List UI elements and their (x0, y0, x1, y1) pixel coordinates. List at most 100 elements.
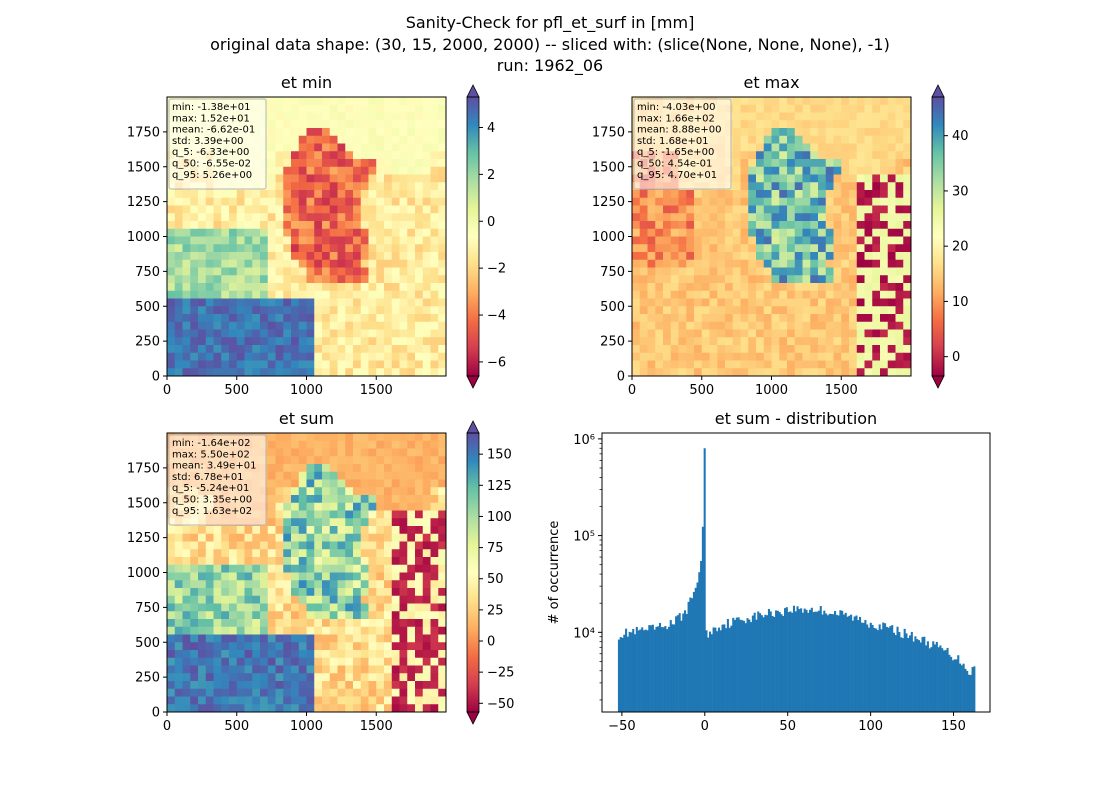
heatmap-cell (415, 360, 424, 369)
heatmap-cell (740, 135, 749, 144)
heatmap-cell (298, 433, 307, 442)
heatmap-cell (267, 564, 276, 573)
heatmap-cell (167, 321, 176, 330)
histogram-bar (810, 607, 813, 712)
heatmap-cell (872, 197, 881, 206)
heatmap-cell (732, 236, 741, 245)
heatmap-cell (678, 283, 687, 292)
heatmap-cell (360, 283, 369, 292)
heatmap-cell (422, 345, 431, 354)
histogram-bar (689, 597, 692, 712)
heatmap-cell (275, 564, 284, 573)
heatmap-cell (267, 518, 276, 527)
heatmap-cell (399, 298, 408, 307)
heatmap-cell (353, 526, 362, 535)
heatmap-cell (391, 128, 400, 137)
heatmap-cell (345, 205, 354, 214)
heatmap-cell (748, 128, 757, 137)
heatmap-cell (182, 267, 191, 276)
heatmap-cell (353, 510, 362, 519)
heatmap-cell (841, 151, 850, 160)
heatmap-cell (422, 337, 431, 346)
histogram-bar (951, 660, 954, 712)
heatmap-cell (818, 252, 827, 261)
colorbar-frame (466, 432, 480, 713)
heatmap-cell (756, 120, 765, 129)
heatmap-cell (880, 267, 889, 276)
heatmap-cell (663, 329, 672, 338)
heatmap-cell (353, 345, 362, 354)
y-tick-label: 10⁶ (573, 433, 595, 448)
heatmap-cell (267, 321, 276, 330)
heatmap-cell (686, 275, 695, 284)
heatmap-cell (895, 275, 904, 284)
y-tick-label: 1500 (592, 160, 625, 175)
heatmap-cell (384, 487, 393, 496)
heatmap-cell (322, 464, 331, 473)
heatmap-cell (298, 696, 307, 705)
heatmap-cell (221, 588, 230, 597)
heatmap-cell (368, 112, 377, 121)
heatmap-cell (244, 580, 253, 589)
heatmap-cell (655, 298, 664, 307)
heatmap-cell (763, 135, 772, 144)
heatmap-cell (229, 190, 238, 199)
heatmap-cell (725, 306, 734, 315)
heatmap-cell (221, 557, 230, 566)
heatmap-cell (849, 221, 858, 230)
heatmap-cell (864, 306, 873, 315)
heatmap-cell (306, 495, 315, 504)
heatmap-cell (298, 541, 307, 550)
heatmap-cell (236, 681, 245, 690)
heatmap-cell (825, 197, 834, 206)
heatmap-cell (407, 657, 416, 666)
heatmap-cell (887, 190, 896, 199)
histogram-bar (955, 659, 958, 712)
heatmap-cell (438, 112, 447, 121)
heatmap-cell (244, 681, 253, 690)
heatmap-cell (422, 448, 431, 457)
heatmap-cell (430, 213, 439, 222)
heatmap-cell (267, 595, 276, 604)
heatmap-cell (213, 541, 222, 550)
heatmap-cell (190, 267, 199, 276)
heatmap-cell (337, 440, 346, 449)
heatmap-cell (174, 588, 183, 597)
heatmap-cell (314, 352, 323, 361)
heatmap-cell (229, 626, 238, 635)
heatmap-cell (244, 190, 253, 199)
histogram-bar (867, 627, 871, 712)
heatmap-cell (298, 634, 307, 643)
heatmap-cell (399, 221, 408, 230)
heatmap-cell (314, 448, 323, 457)
heatmap-cell (345, 120, 354, 129)
heatmap-cell (794, 166, 803, 175)
heatmap-cell (260, 290, 269, 299)
heatmap-cell (825, 166, 834, 175)
heatmap-cell (391, 549, 400, 558)
heatmap-cell (763, 290, 772, 299)
heatmap-cell (236, 321, 245, 330)
heatmap-cell (190, 634, 199, 643)
heatmap-cell (391, 495, 400, 504)
heatmap-cell (407, 440, 416, 449)
heatmap-cell (322, 533, 331, 542)
heatmap-cell (779, 128, 788, 137)
heatmap-cell (779, 368, 788, 377)
heatmap-cell (771, 267, 780, 276)
heatmap-cell (849, 182, 858, 191)
heatmap-cell (399, 564, 408, 573)
heatmap-cell (213, 345, 222, 354)
heatmap-cell (221, 665, 230, 674)
heatmap-cell (391, 120, 400, 129)
heatmap-cell (198, 696, 207, 705)
heatmap-cell (275, 557, 284, 566)
heatmap-cell (430, 479, 439, 488)
heatmap-cell (298, 572, 307, 581)
heatmap-cell (329, 541, 338, 550)
heatmap-cell (391, 306, 400, 315)
heatmap-cell (438, 352, 447, 361)
heatmap-cell (337, 650, 346, 659)
colorbar-gradient (467, 97, 479, 376)
heatmap-cell (167, 557, 176, 566)
